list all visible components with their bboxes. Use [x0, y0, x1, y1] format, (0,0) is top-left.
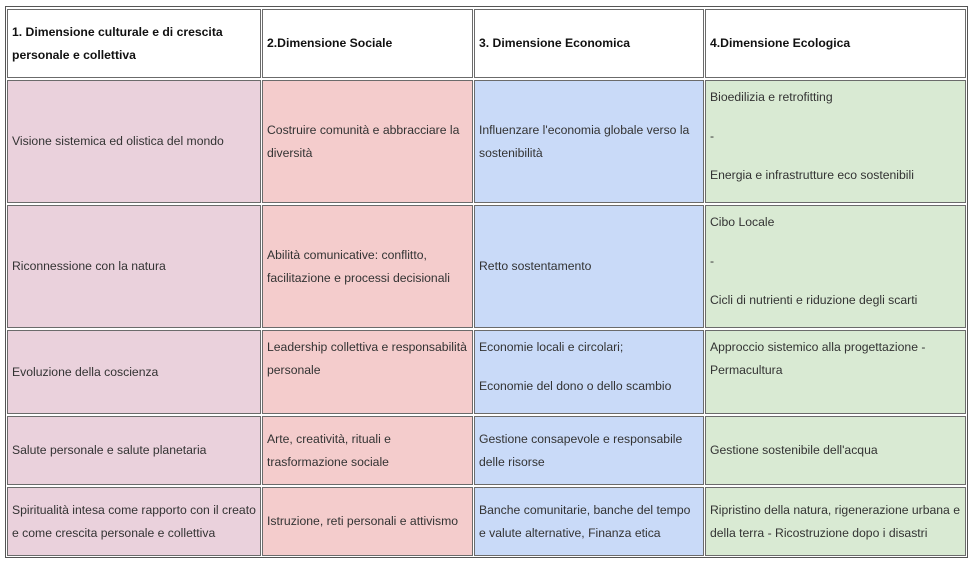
header-social: 2.Dimensione Sociale [262, 9, 473, 78]
cell-cultural-5: Spiritualità intesa come rapporto con il… [7, 487, 261, 556]
ecological-3-line-1: Approccio sistemico alla progettazione -… [710, 340, 926, 377]
economic-3-line-1: Economie locali e circolari; [479, 340, 624, 354]
cell-ecological-1: Bioedilizia e retrofitting - Energia e i… [705, 80, 966, 203]
cell-economic-4: Gestione consapevole e responsabile dell… [474, 416, 704, 485]
cell-ecological-4: Gestione sostenibile dell'acqua [705, 416, 966, 485]
cell-cultural-2: Riconnessione con la natura [7, 205, 261, 328]
economic-1-line-1: Influenzare l'economia globale verso la … [479, 122, 690, 160]
cell-economic-3: Economie locali e circolari; Economie de… [474, 330, 704, 414]
cell-economic-5: Banche comunitarie, banche del tempo e v… [474, 487, 704, 556]
cell-ecological-3: Approccio sistemico alla progettazione -… [705, 330, 966, 414]
economic-5-line-1: Banche comunitarie, banche del tempo e v… [479, 502, 691, 540]
header-economic: 3. Dimensione Economica [474, 9, 704, 78]
cell-social-5: Istruzione, reti personali e attivismo [262, 487, 473, 556]
economic-4-line-1: Gestione consapevole e responsabile dell… [479, 431, 683, 469]
cell-social-2: Abilità comunicative: conflitto, facilit… [262, 205, 473, 328]
cell-ecological-5: Ripristino della natura, rigenerazione u… [705, 487, 966, 556]
ecological-2-line-3: Cicli di nutrienti e riduzione degli sca… [710, 293, 918, 307]
cell-social-3: Leadership collettiva e responsabilità p… [262, 330, 473, 414]
cell-ecological-2: Cibo Locale - Cicli di nutrienti e riduz… [705, 205, 966, 328]
ecological-5-line-1: Ripristino della natura, rigenerazione u… [710, 502, 960, 540]
ecological-1-line-3: Energia e infrastrutture eco sostenibili [710, 168, 914, 182]
ecological-1-line-1: Bioedilizia e retrofitting [710, 90, 833, 104]
cell-cultural-4: Salute personale e salute planetaria [7, 416, 261, 485]
dimensions-table [5, 6, 968, 558]
cell-cultural-3: Evoluzione della coscienza [7, 330, 261, 414]
cell-economic-2: Retto sostentamento [474, 205, 704, 328]
ecological-1-line-2: - [710, 129, 715, 143]
economic-2-line-1: Retto sostentamento [479, 259, 592, 273]
header-ecological: 4.Dimensione Ecologica [705, 9, 966, 78]
cell-economic-1: Influenzare l'economia globale verso la … [474, 80, 704, 203]
cell-social-4: Arte, creatività, rituali e trasformazio… [262, 416, 473, 485]
ecological-4-line-1: Gestione sostenibile dell'acqua [710, 443, 878, 457]
header-cultural: 1. Dimensione culturale e di crescita pe… [7, 9, 261, 78]
economic-3-line-2: Economie del dono o dello scambio [479, 379, 672, 393]
cell-social-1: Costruire comunità e abbracciare la dive… [262, 80, 473, 203]
cell-cultural-1: Visione sistemica ed olistica del mondo [7, 80, 261, 203]
ecological-2-line-2: - [710, 254, 715, 268]
ecological-2-line-1: Cibo Locale [710, 215, 775, 229]
